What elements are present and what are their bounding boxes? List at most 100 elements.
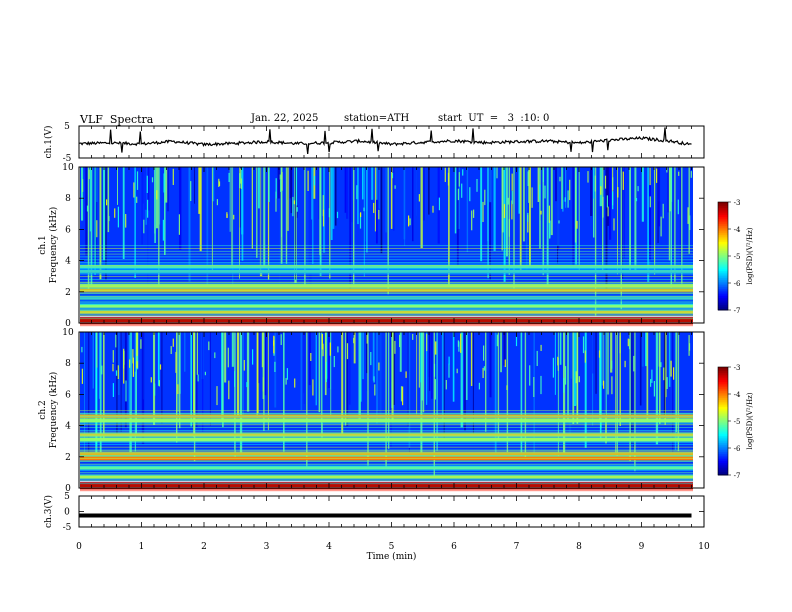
- ch2-spectrogram-spike: [177, 384, 179, 394]
- ch2-spectrogram-streak: [493, 332, 495, 451]
- ch1-spectrogram-colorbar-segment: [718, 220, 728, 223]
- ch2-spectrogram-streak: [348, 332, 351, 405]
- ch1-spectrogram-colorbar-segment: [718, 292, 728, 295]
- ch2-spectrogram-streak: [360, 332, 362, 402]
- ch1-spectrogram-band-glow: [80, 294, 693, 302]
- ch1-spectrogram-spike: [458, 172, 460, 187]
- ch1-spectrogram-spike: [228, 172, 230, 182]
- ch2-spectrogram-impulse: [634, 332, 636, 472]
- ch2-spectrogram-streak: [668, 332, 671, 387]
- ch2-spectrogram-colorbar-segment: [718, 426, 728, 429]
- ch1-spectrogram-streak: [164, 167, 166, 255]
- ch2-spectrogram-colorbar-segment: [718, 446, 728, 449]
- ch1-spectrogram-line: [80, 307, 693, 308]
- ch1-spectrogram-impulse: [620, 167, 622, 310]
- ch1-spectrogram-colorbar-segment: [718, 243, 728, 246]
- ch1-spectrogram-colorbar-tick-label: -6: [734, 280, 741, 288]
- ch2-spectrogram-band: [80, 475, 693, 479]
- ch2-spectrogram-streak: [557, 332, 559, 457]
- ch2-spectrogram-heatmap: [80, 332, 693, 492]
- ch2-spectrogram-colorbar-segment: [718, 390, 728, 393]
- ch1-spectrogram-impulse: [387, 167, 389, 295]
- ch1-spectrogram-spike: [527, 212, 529, 222]
- ch2-spectrogram-spike: [373, 376, 375, 383]
- ch2-spectrogram-streak: [177, 332, 179, 412]
- ch1-spectrogram-streak: [362, 167, 364, 200]
- ch1-spectrogram-streak: [134, 167, 136, 278]
- ch2-spectrogram-streak: [196, 332, 198, 428]
- ch1-spectrogram-streak: [423, 167, 425, 221]
- ch1-spectrogram-streak: [621, 167, 624, 279]
- ch1-spectrogram-colorbar-segment: [718, 304, 728, 307]
- ch2-spectrogram-gap: [80, 481, 693, 483]
- ch1-spectrogram-line: [80, 245, 693, 247]
- ch2-spectrogram-streak: [196, 332, 198, 375]
- ch1-spectrogram-colorbar-segment: [718, 275, 728, 279]
- ch1-ylabel: ch.1(V): [43, 126, 54, 159]
- ch2-spectrogram-spike: [227, 347, 229, 368]
- ch2-spectrogram-colorbar-segment: [718, 395, 728, 399]
- ch2-spectrogram-colorbar-segment: [718, 458, 728, 462]
- ch1-spectrogram-spike: [438, 197, 440, 211]
- ch2-spectrogram-colorbar-segment: [718, 408, 728, 411]
- ch2-spectrogram-spike: [234, 371, 236, 387]
- ch2-spectrogram-streak: [224, 332, 227, 383]
- ch2-spectrogram-streak: [176, 332, 178, 443]
- x-tick-label: 4: [326, 542, 332, 552]
- ch2-spectrogram-spike: [660, 362, 662, 368]
- ch1-spectrogram-spike: [511, 190, 513, 205]
- ch1-spectrogram-streak: [199, 167, 202, 252]
- ch1-spectrogram-band-glow: [80, 268, 693, 275]
- ch1-spectrogram-spike: [178, 214, 180, 235]
- ch1-spectrogram-spike: [461, 183, 463, 198]
- ch1-spectrogram-streak: [376, 167, 378, 200]
- ch2-spectrogram-colorbar-segment: [718, 444, 728, 447]
- ch2-spectrogram-ytick-label: 8: [65, 359, 71, 369]
- ch2-spectrogram-line: [80, 463, 693, 465]
- ch1-spectrogram-band-glow: [80, 263, 693, 271]
- ch2-spectrogram-spike: [650, 379, 652, 387]
- ch1-spectrogram-streak: [85, 167, 88, 256]
- ch2-spectrogram-ytick-label: 6: [65, 390, 71, 400]
- ch1-spectrogram-spike: [635, 198, 638, 202]
- ch1-spectrogram-colorbar-tick-label: -5: [734, 253, 741, 261]
- ch2-spectrogram-spike: [132, 349, 134, 364]
- ch1-spectrogram-streak: [290, 167, 293, 214]
- ch1-spectrogram-spike: [106, 199, 108, 206]
- ch2-spectrogram-ytick-label: 0: [65, 484, 71, 494]
- ch1-spectrogram-spike: [612, 177, 614, 191]
- ch2-spectrogram-spike: [627, 338, 629, 347]
- ch1-spectrogram-spike: [280, 179, 282, 192]
- ch1-spectrogram-colorbar-segment: [718, 301, 728, 304]
- ch1-spectrogram-spike: [542, 169, 544, 182]
- x-tick-label: 1: [139, 542, 145, 552]
- ch2-spectrogram-streak: [418, 332, 420, 388]
- ch2-spectrogram-streak: [308, 332, 311, 386]
- ch1-spectrogram-spike: [281, 172, 283, 191]
- ch1-spectrogram-streak: [350, 167, 353, 223]
- ch2-spectrogram-spike: [483, 366, 485, 371]
- ch2-spectrogram-spike: [456, 368, 458, 374]
- x-tick-label: 6: [451, 542, 457, 552]
- ch1-spectrogram-spike: [156, 190, 158, 200]
- ch2-spectrogram-streak: [96, 332, 98, 368]
- x-tick-label: 0: [76, 542, 82, 552]
- ch2-spectrogram-streak: [489, 332, 492, 398]
- ch1-spectrogram-streak: [349, 167, 352, 292]
- ch2-spectrogram-streak: [93, 332, 96, 390]
- ch2-spectrogram-line: [80, 480, 693, 482]
- ch2-spectrogram-spike: [329, 342, 331, 356]
- ch2-spectrogram-spike: [136, 355, 138, 362]
- ch2-spectrogram-line: [80, 421, 693, 423]
- ch2-spectrogram-colorbar-segment: [718, 457, 728, 460]
- ch2-spectrogram-line: [80, 435, 693, 437]
- ch1-spectrogram-spike: [336, 211, 339, 219]
- ch2-spectrogram-streak: [674, 332, 677, 450]
- ch2-spectrogram-spike: [565, 366, 567, 385]
- ch1-spectrogram-streak: [267, 167, 270, 280]
- ch1-spectrogram-spike: [637, 186, 639, 192]
- ch2-spectrogram-spike: [582, 336, 585, 354]
- ch2-spectrogram-spike: [666, 377, 668, 389]
- ch2-spectrogram-streak: [607, 332, 609, 395]
- ch2-spectrogram-streak: [592, 332, 595, 374]
